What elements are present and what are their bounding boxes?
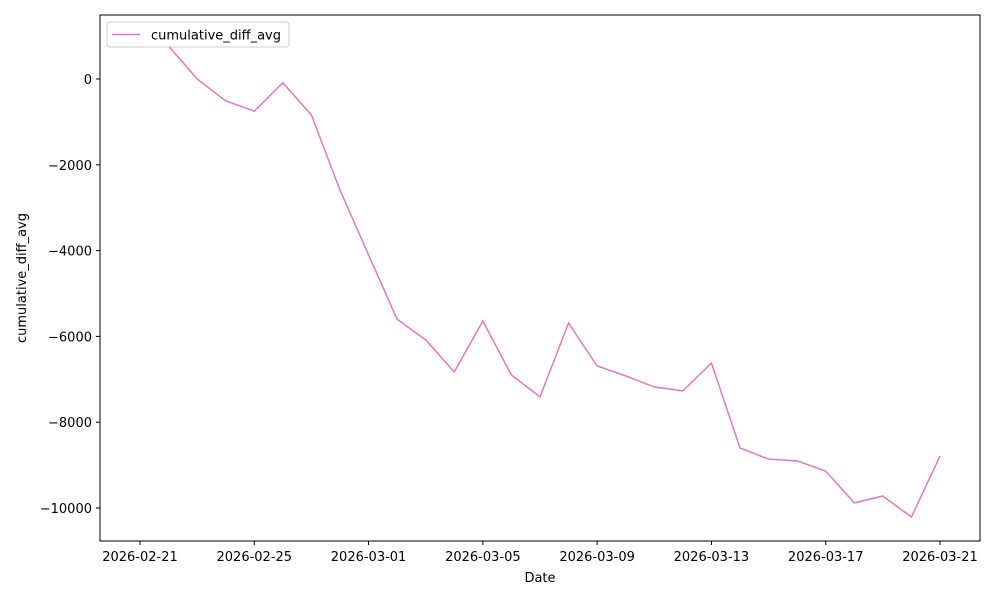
x-tick-label: 2026-02-21: [102, 550, 178, 565]
legend-label: cumulative_diff_avg: [151, 29, 281, 44]
data-line: [139, 37, 941, 519]
y-axis-label: cumulative_diff_avg: [15, 213, 30, 343]
legend-box: [106, 21, 290, 48]
x-tick-label: 2026-03-13: [674, 550, 750, 565]
y-tick-label: 0: [84, 73, 92, 88]
x-tick-label: 2026-03-21: [902, 550, 978, 565]
y-tick-label: −2000: [48, 159, 92, 174]
y-tick-label: −6000: [48, 330, 92, 345]
y-tick-label: −8000: [48, 416, 92, 431]
y-tick-label: −10000: [40, 502, 92, 517]
x-axis-label: Date: [524, 571, 555, 586]
x-tick-label: 2026-03-05: [445, 550, 521, 565]
y-tick-label: −4000: [48, 245, 92, 260]
x-tick-label: 2026-03-09: [559, 550, 635, 565]
x-tick-label: 2026-03-17: [788, 550, 864, 565]
plot-frame: [99, 14, 981, 542]
x-tick-label: 2026-02-25: [217, 550, 293, 565]
x-tick-label: 2026-03-01: [331, 550, 407, 565]
